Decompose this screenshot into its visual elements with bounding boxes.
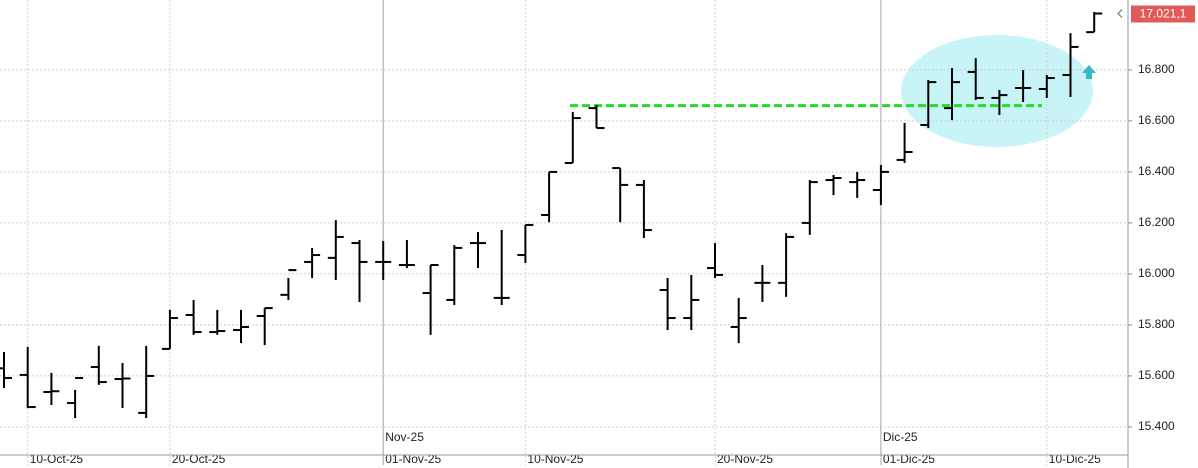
x-tick-label: 10-Dic-25 xyxy=(1049,452,1101,466)
month-label: Nov-25 xyxy=(385,430,424,444)
y-tick-label: 16.400 xyxy=(1138,164,1175,178)
last-price-label: 17.021,1 xyxy=(1140,7,1187,21)
x-tick-label: 01-Dic-25 xyxy=(883,452,935,466)
y-tick-label: 15.800 xyxy=(1138,317,1175,331)
y-tick-label: 16.800 xyxy=(1138,62,1175,76)
x-tick-label: 01-Nov-25 xyxy=(385,452,441,466)
month-label: Dic-25 xyxy=(883,430,918,444)
y-tick-label: 15.400 xyxy=(1138,419,1175,433)
y-tick-label: 16.200 xyxy=(1138,215,1175,229)
y-tick-label: 15.600 xyxy=(1138,368,1175,382)
last-price-box xyxy=(1131,5,1195,23)
x-tick-label: 20-Oct-25 xyxy=(172,452,226,466)
x-tick-label: 20-Nov-25 xyxy=(717,452,773,466)
x-tick-label: 10-Oct-25 xyxy=(30,452,84,466)
y-tick-label: 16.000 xyxy=(1138,266,1175,280)
last-price-pointer xyxy=(1117,9,1123,18)
y-tick-label: 16.600 xyxy=(1138,113,1175,127)
highlight-ellipse xyxy=(901,35,1093,147)
x-tick-label: 10-Nov-25 xyxy=(527,452,583,466)
up-arrow xyxy=(1082,65,1096,79)
